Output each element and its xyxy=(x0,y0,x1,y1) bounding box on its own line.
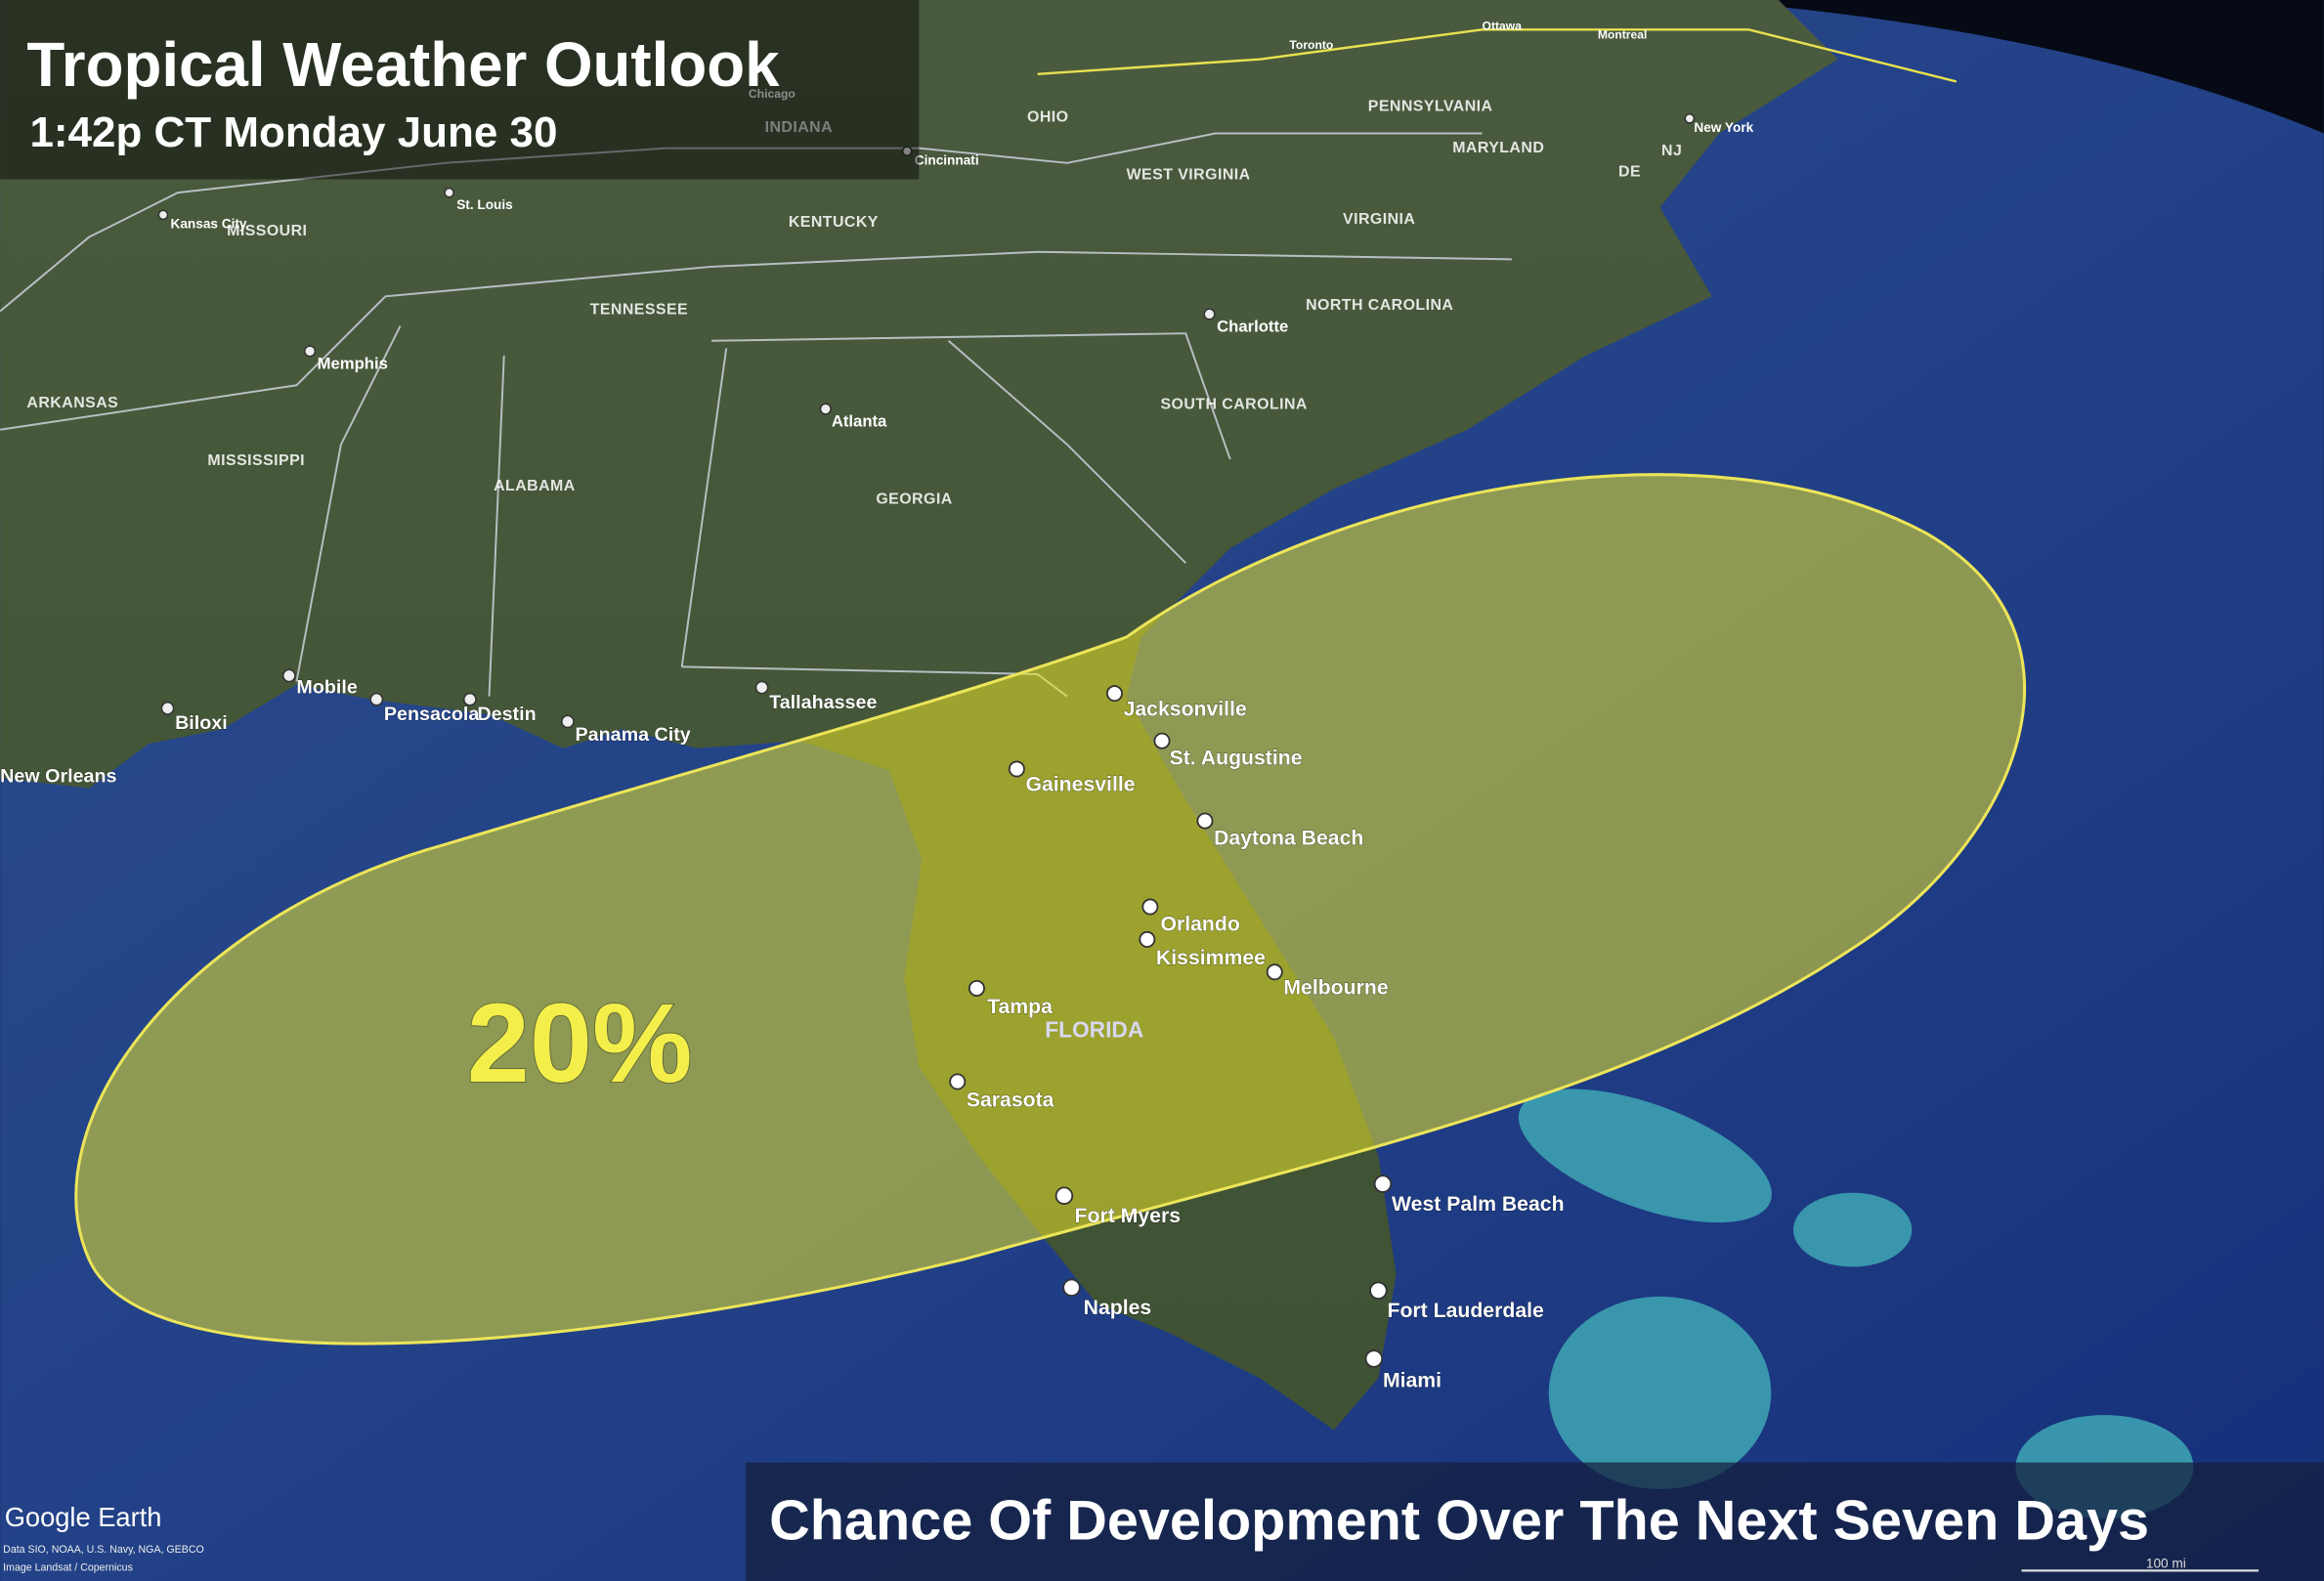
space xyxy=(1704,0,2324,134)
title: Tropical Weather Outlook xyxy=(26,30,780,100)
city-marker xyxy=(444,187,454,198)
city-label: Atlanta xyxy=(832,412,887,431)
state-label: PENNSYLVANIA xyxy=(1368,99,1493,115)
state-label: VIRGINIA xyxy=(1343,211,1415,228)
city-label: Jacksonville xyxy=(1124,698,1247,720)
city-marker xyxy=(304,345,317,358)
state-label: NORTH CAROLINA xyxy=(1306,297,1453,314)
city-label: Memphis xyxy=(318,355,388,373)
state-labels: MISSOURI KENTUCKY TENNESSEE ARKANSAS MIS… xyxy=(26,99,1682,1043)
city-marker xyxy=(1141,898,1159,916)
city-marker xyxy=(1054,1186,1074,1205)
city-marker xyxy=(1105,685,1123,703)
city-label: Biloxi xyxy=(175,712,228,734)
city-label: St. Louis xyxy=(456,197,513,212)
outlook-area xyxy=(74,473,2027,1346)
city-marker xyxy=(463,692,477,706)
city-label: Melbourne xyxy=(1283,977,1388,1000)
city-marker xyxy=(1196,812,1214,830)
scale-label: 100 mi xyxy=(2146,1556,2186,1570)
city-marker xyxy=(819,403,832,415)
city-marker xyxy=(1373,1175,1393,1193)
city-label: Naples xyxy=(1084,1297,1152,1319)
city-label: New Orleans xyxy=(0,766,116,788)
city-label: Gainesville xyxy=(1025,774,1135,796)
city-marker xyxy=(901,146,913,156)
header-panel xyxy=(0,0,920,180)
state-label: MISSISSIPPI xyxy=(207,452,305,469)
caption-panel xyxy=(745,1462,2324,1581)
state-label: SOUTH CAROLINA xyxy=(1160,397,1307,413)
logo: Google Earth xyxy=(5,1502,162,1532)
city-label: Cincinnati xyxy=(915,152,979,167)
city-marker xyxy=(1139,930,1156,948)
city-label: Orlando xyxy=(1160,913,1239,935)
city-marker xyxy=(1153,732,1171,749)
city-label: Chicago xyxy=(749,87,796,101)
state-label: TENNESSEE xyxy=(590,301,688,318)
city-marker xyxy=(160,702,175,715)
city-label: Kissimmee xyxy=(1156,947,1266,969)
city-marker xyxy=(754,680,769,695)
cities: Jacksonville St. Augustine Gainesville D… xyxy=(0,19,1754,1391)
state-label: MARYLAND xyxy=(1452,140,1544,156)
city-label: Fort Lauderdale xyxy=(1387,1300,1544,1322)
city-label: Pensacola xyxy=(384,704,481,725)
city-marker xyxy=(949,1073,967,1090)
city-marker xyxy=(1369,1281,1388,1301)
city-marker xyxy=(561,714,575,729)
city-marker xyxy=(1364,1349,1384,1368)
city-label: Sarasota xyxy=(967,1090,1054,1112)
state-label: MISSOURI xyxy=(227,223,307,239)
city-label: West Palm Beach xyxy=(1392,1193,1565,1216)
city-label: Mobile xyxy=(296,677,357,699)
city-label: Tallahassee xyxy=(769,692,877,713)
state-label: INDIANA xyxy=(765,119,834,136)
city-marker xyxy=(1266,963,1283,981)
city-marker xyxy=(1203,308,1216,320)
city-marker xyxy=(369,692,384,706)
city-label: Miami xyxy=(1383,1369,1442,1391)
city-label: Ottawa xyxy=(1483,19,1523,32)
state-label: KENTUCKY xyxy=(789,214,879,231)
caption: Chance Of Development Over The Next Seve… xyxy=(769,1490,2149,1553)
city-label: Destin xyxy=(477,704,536,725)
state-label: WEST VIRGINIA xyxy=(1127,166,1251,183)
city-label: Montreal xyxy=(1598,27,1648,41)
attribution: Image Landsat / Copernicus xyxy=(3,1561,133,1573)
state-label: DE xyxy=(1618,163,1641,180)
city-marker xyxy=(1008,760,1025,778)
timestamp: 1:42p CT Monday June 30 xyxy=(29,108,557,156)
city-marker xyxy=(1062,1278,1081,1298)
state-label: ALABAMA xyxy=(494,478,576,494)
city-label: Kansas City xyxy=(171,217,247,232)
city-label: St. Augustine xyxy=(1170,747,1303,769)
city-marker xyxy=(968,979,985,997)
city-label: Tampa xyxy=(987,996,1053,1018)
city-marker xyxy=(282,668,296,683)
state-label: NJ xyxy=(1661,143,1682,159)
city-label: Toronto xyxy=(1289,38,1333,52)
city-label: Fort Myers xyxy=(1075,1205,1181,1227)
city-marker xyxy=(157,209,169,221)
probability-label: 20% xyxy=(467,981,693,1106)
attribution: Data SIO, NOAA, U.S. Navy, NGA, GEBCO xyxy=(3,1544,204,1556)
state-label: GEORGIA xyxy=(876,491,952,508)
state-label: ARKANSAS xyxy=(26,395,118,411)
state-label: OHIO xyxy=(1027,108,1068,125)
state-label: FLORIDA xyxy=(1045,1016,1143,1042)
city-label: Charlotte xyxy=(1217,318,1288,336)
city-label: New York xyxy=(1694,120,1753,135)
city-label: Panama City xyxy=(576,724,691,746)
city-label: Daytona Beach xyxy=(1214,827,1363,849)
national-border xyxy=(1037,28,1958,83)
city-marker xyxy=(1684,113,1696,124)
